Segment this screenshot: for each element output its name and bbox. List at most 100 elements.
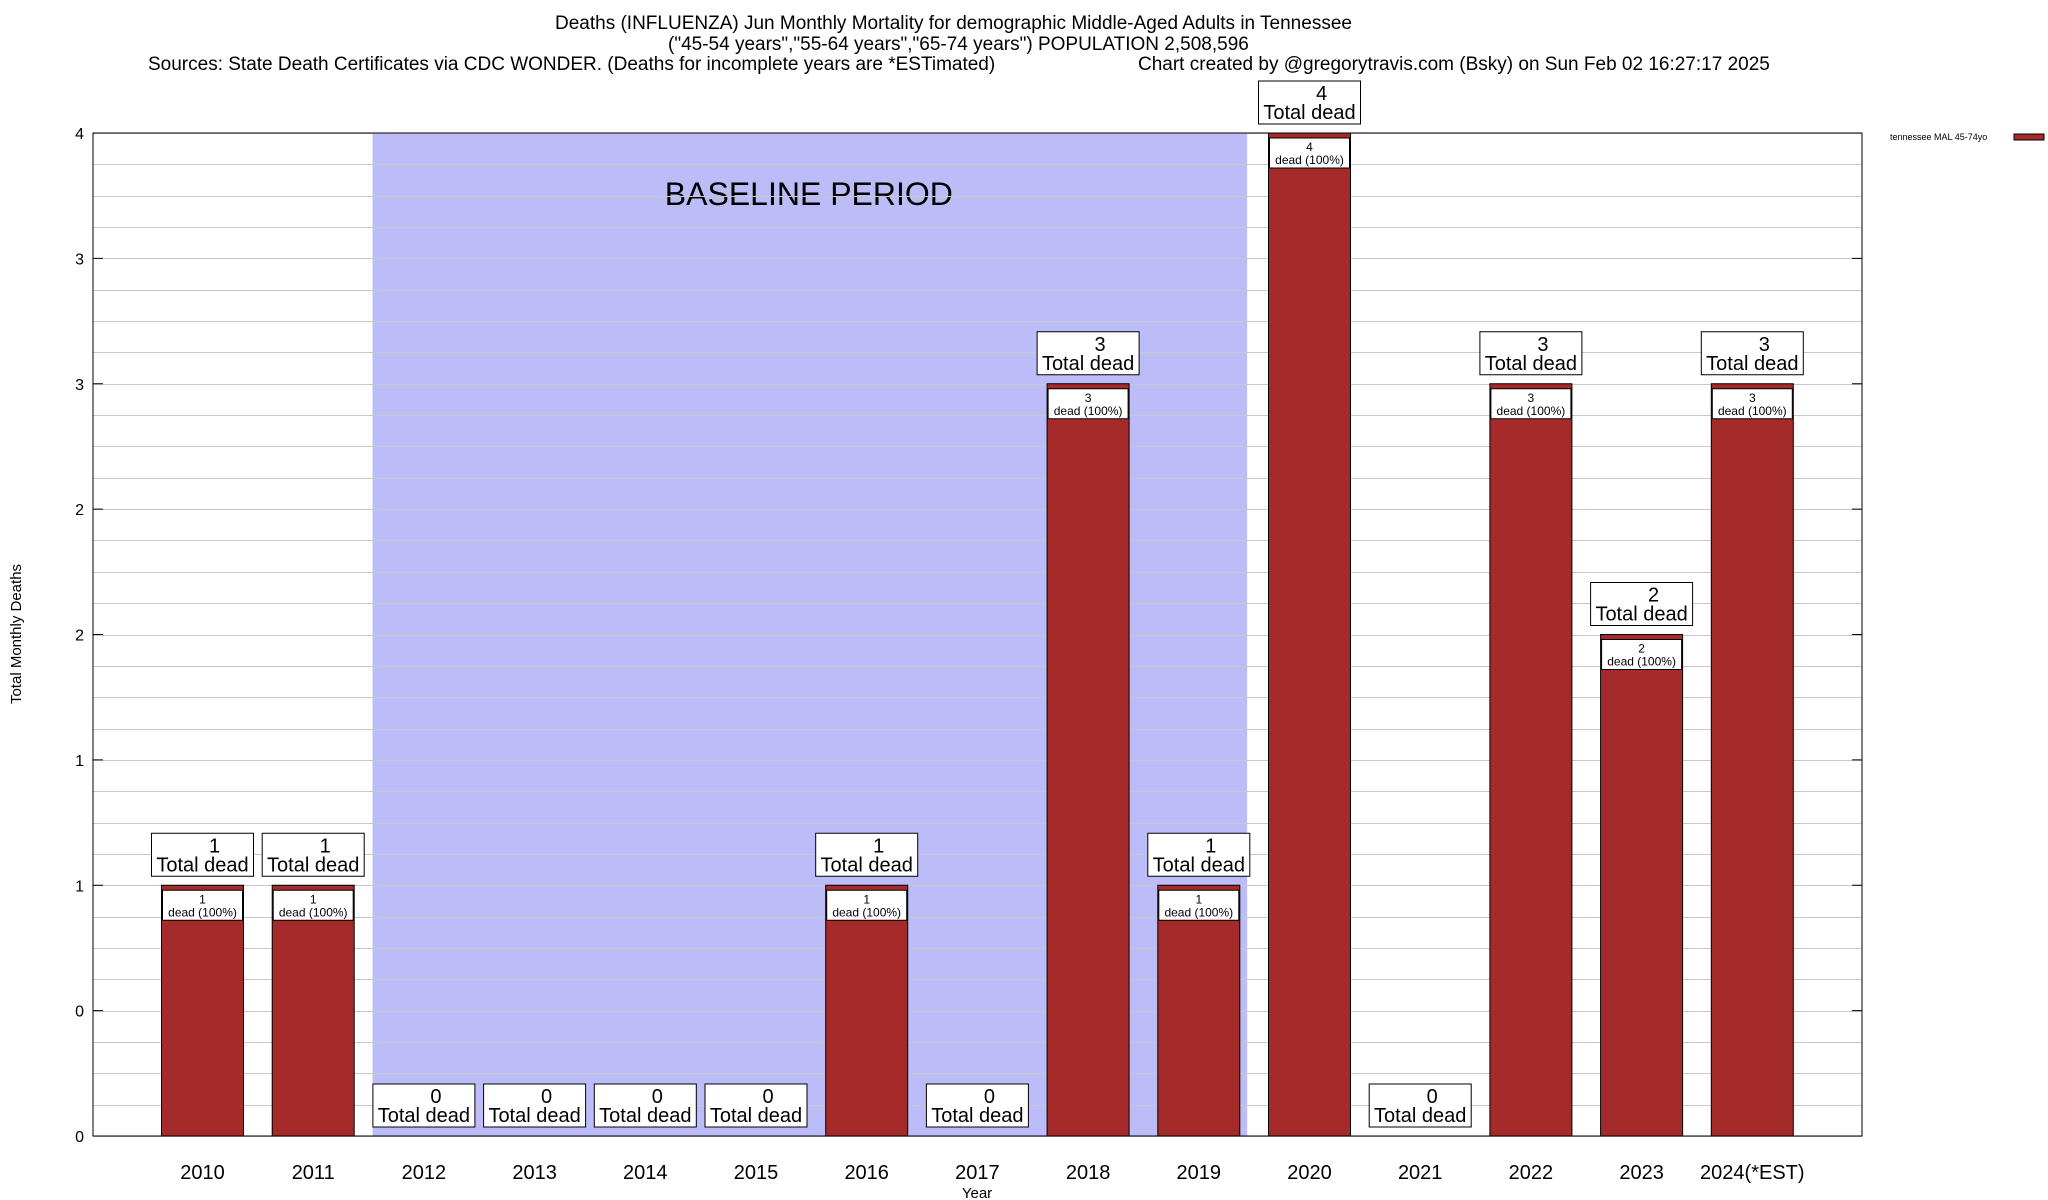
total-text-label: Total dead [710, 1105, 802, 1127]
total-label-box [1147, 832, 1251, 877]
total-label-box [1590, 582, 1694, 626]
total-value-label: 3 [1537, 334, 1548, 356]
total-value-label: 2 [1648, 585, 1659, 607]
chart-title: Deaths (INFLUENZA) Jun Monthly Mortality… [555, 13, 1352, 34]
y-tick-label: 2 [75, 502, 84, 519]
total-label-box [704, 1083, 808, 1128]
y-tick-label: 0 [75, 1129, 84, 1146]
total-label-box [925, 1083, 1029, 1128]
bar-inner-value: 4 [1306, 140, 1313, 154]
x-tick-label: 2019 [1177, 1162, 1222, 1184]
bar-inner-label-box [162, 889, 243, 921]
total-text-label: Total dead [1374, 1105, 1466, 1127]
bar-inner-value: 3 [1528, 391, 1535, 405]
bar-2018 [1046, 383, 1130, 1137]
total-text-label: Total dead [1595, 604, 1687, 626]
x-tick-label: 2011 [292, 1162, 335, 1184]
total-value-label: 0 [984, 1086, 995, 1108]
total-text-label: Total dead [599, 1105, 691, 1127]
bar-2023 [1600, 634, 1684, 1137]
total-text-label: Total dead [267, 854, 359, 876]
bar-inner-value: 1 [199, 892, 206, 906]
bar-inner-label: dead (100%) [1164, 905, 1233, 919]
x-tick-label: 2020 [1287, 1162, 1332, 1184]
total-text-label: Total dead [1485, 353, 1577, 375]
total-value-label: 3 [1095, 334, 1106, 356]
legend-swatch [2013, 133, 2045, 141]
bar-inner-label-box [1047, 388, 1129, 420]
y-tick-label: 0 [75, 1004, 84, 1021]
x-tick-label: 2012 [402, 1162, 447, 1184]
bar-inner-label: dead (100%) [1497, 404, 1566, 418]
total-label-box [483, 1083, 587, 1128]
bar-inner-label-box [1158, 889, 1240, 921]
bar-inner-label-box [1490, 388, 1572, 420]
total-value-label: 0 [1427, 1086, 1438, 1108]
total-label-box [1258, 80, 1361, 125]
total-value-label: 1 [320, 835, 331, 857]
y-tick-label: 4 [75, 126, 84, 143]
total-label-box [372, 1083, 476, 1128]
x-tick-label: 2024(*EST) [1700, 1162, 1805, 1184]
total-value-label: 0 [652, 1086, 663, 1108]
bar-inner-label: dead (100%) [1718, 404, 1787, 418]
chart-subtitle: ("45-54 years","55-64 years","65-74 year… [668, 34, 1249, 55]
total-label-box [151, 832, 254, 877]
y-tick-label: 1 [75, 878, 84, 895]
bar-inner-value: 3 [1749, 391, 1756, 405]
bar-inner-label-box [826, 889, 908, 921]
x-tick-label: 2010 [180, 1162, 225, 1184]
total-label-box [593, 1083, 697, 1128]
total-text-label: Total dead [488, 1105, 580, 1127]
bar-inner-value: 2 [1638, 642, 1645, 656]
bar-inner-label: dead (100%) [1054, 404, 1123, 418]
bar-inner-label-box [272, 889, 354, 921]
total-label-box [815, 832, 919, 877]
total-text-label: Total dead [156, 854, 248, 876]
x-tick-label: 2017 [955, 1162, 1000, 1184]
total-label-box [1036, 331, 1140, 376]
legend-label: tennessee MAL 45-74yo [1890, 132, 1987, 142]
y-tick-label: 2 [75, 628, 84, 645]
x-tick-label: 2014 [623, 1162, 668, 1184]
total-value-label: 3 [1759, 334, 1770, 356]
total-value-label: 0 [430, 1086, 441, 1108]
x-tick-label: 2013 [512, 1162, 557, 1184]
bar-inner-value: 3 [1085, 391, 1092, 405]
x-tick-label: 2021 [1398, 1162, 1443, 1184]
total-value-label: 0 [541, 1086, 552, 1108]
total-value-label: 4 [1316, 83, 1327, 105]
bar-inner-label: dead (100%) [279, 905, 348, 919]
total-value-label: 1 [1205, 835, 1216, 857]
total-text-label: Total dead [1042, 353, 1134, 375]
bar-inner-value: 1 [1195, 892, 1202, 906]
total-text-label: Total dead [821, 854, 913, 876]
x-axis-label: Year [962, 1185, 992, 1200]
bar-2020 [1268, 132, 1351, 1137]
total-text-label: Total dead [1153, 854, 1245, 876]
total-text-label: Total dead [931, 1105, 1023, 1127]
x-tick-label: 2015 [734, 1162, 779, 1184]
bar-2010 [161, 884, 244, 1137]
total-label-box [1479, 331, 1583, 376]
x-tick-label: 2018 [1066, 1162, 1111, 1184]
total-text-label: Total dead [1263, 102, 1355, 124]
y-tick-label: 1 [75, 753, 84, 770]
chart-credit: Chart created by @gregorytravis.com (Bsk… [1138, 54, 1770, 75]
y-tick-label: 3 [75, 377, 84, 394]
bar-inner-label: dead (100%) [168, 905, 237, 919]
bar-inner-label-box [1269, 137, 1350, 169]
total-value-label: 1 [873, 835, 884, 857]
total-label-box [1368, 1083, 1472, 1128]
chart-source-note: Sources: State Death Certificates via CD… [148, 54, 996, 75]
bar-2016 [825, 884, 909, 1137]
bar-2022 [1489, 383, 1573, 1137]
bar-2019 [1157, 884, 1241, 1137]
total-label-box [261, 832, 365, 877]
bar-inner-value: 1 [310, 892, 317, 906]
bar-inner-label-box [1711, 388, 1793, 420]
bar-inner-value: 1 [863, 892, 870, 906]
bar-2024(*EST) [1710, 383, 1794, 1137]
